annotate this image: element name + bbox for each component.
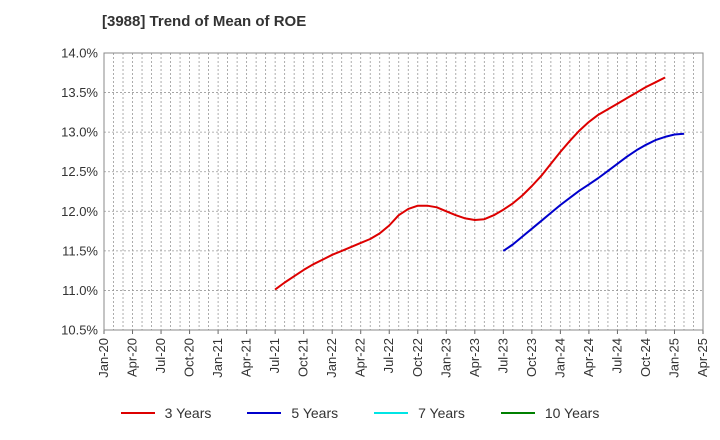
x-tick-label: Oct-23 (524, 338, 539, 377)
x-tick-label: Apr-20 (125, 338, 140, 377)
legend-swatch (120, 412, 155, 414)
x-tick-label: Jan-23 (438, 338, 453, 378)
x-tick-label: Jul-22 (381, 338, 396, 373)
x-tick-label: Jan-22 (324, 338, 339, 378)
legend-item-3-years: 3 Years (120, 405, 212, 421)
plot-border (103, 52, 704, 331)
x-tick-label: Jan-20 (96, 338, 111, 378)
x-tick-label: Jul-23 (495, 338, 510, 373)
legend-label: 5 Years (291, 405, 339, 421)
x-tick-label: Jul-21 (267, 338, 282, 373)
legend-item-10-years: 10 Years (500, 405, 600, 421)
y-tick-label: 14.0% (61, 46, 98, 61)
y-tick-label: 10.5% (61, 323, 98, 338)
series-line-5-years (502, 132, 685, 252)
y-tick-label: 12.5% (61, 164, 98, 179)
x-tick-label: Jan-25 (666, 338, 681, 378)
legend-label: 7 Years (418, 405, 465, 421)
x-tick-label: Jul-24 (609, 338, 624, 373)
x-tick-label: Apr-22 (353, 338, 368, 377)
y-tick-label: 11.0% (62, 283, 98, 298)
x-tick-label: Oct-20 (182, 338, 197, 377)
legend-label: 3 Years (164, 405, 212, 421)
x-tick-label: Jan-24 (552, 338, 567, 378)
y-tick-label: 12.0% (61, 204, 98, 219)
x-tick-label: Jan-21 (210, 338, 225, 378)
y-tick-label: 11.5% (62, 243, 98, 258)
plot-area (104, 53, 703, 330)
legend-swatch (247, 412, 282, 414)
x-tick-label: Jul-20 (153, 338, 168, 373)
x-tick-label: Apr-23 (467, 338, 482, 377)
x-tick-label: Oct-22 (410, 338, 425, 377)
legend-label: 10 Years (544, 405, 600, 421)
legend-swatch (500, 412, 535, 414)
legend-item-5-years: 5 Years (247, 405, 338, 421)
x-tick-label: Apr-24 (581, 338, 596, 377)
x-tick-label: Apr-25 (695, 338, 710, 377)
chart-legend: 3 Years 5 Years 7 Years 10 Years (0, 405, 720, 421)
x-tick-label: Oct-21 (296, 338, 311, 377)
y-tick-label: 13.5% (61, 85, 98, 100)
x-tick-label: Oct-24 (638, 338, 653, 377)
chart-title: [3988] Trend of Mean of ROE (102, 13, 307, 30)
x-tick-label: Apr-21 (239, 338, 254, 377)
legend-item-7-years: 7 Years (374, 405, 465, 421)
series-line-3-years (274, 76, 666, 291)
legend-swatch (374, 412, 409, 414)
y-tick-label: 13.0% (61, 125, 98, 140)
